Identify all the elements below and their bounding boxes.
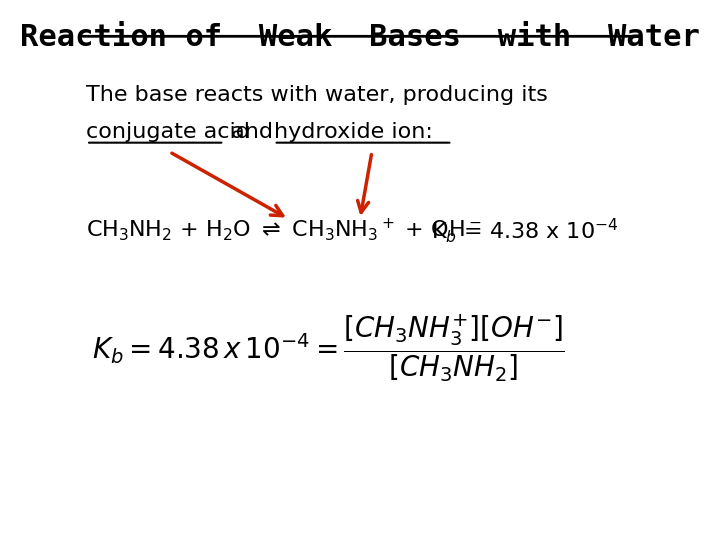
Text: K$_b$ = 4.38 x 10$^{-4}$: K$_b$ = 4.38 x 10$^{-4}$ <box>431 217 619 245</box>
Text: hydroxide ion:: hydroxide ion: <box>274 122 433 142</box>
Text: and: and <box>224 122 280 142</box>
Text: The base reacts with water, producing its: The base reacts with water, producing it… <box>86 85 548 105</box>
Text: CH$_3$NH$_2$ + H$_2$O $\rightleftharpoons$ CH$_3$NH$_3$$^+$ + OH$^-$: CH$_3$NH$_2$ + H$_2$O $\rightleftharpoon… <box>86 217 482 243</box>
Text: Reaction of  Weak  Bases  with  Water: Reaction of Weak Bases with Water <box>20 23 700 52</box>
Text: conjugate acid: conjugate acid <box>86 122 250 142</box>
Text: $K_b = 4.38\, x\, 10^{-4} = \dfrac{[CH_3NH_3^{+}][OH^{-}]}{[CH_3NH_2]}$: $K_b = 4.38\, x\, 10^{-4} = \dfrac{[CH_3… <box>92 313 565 384</box>
